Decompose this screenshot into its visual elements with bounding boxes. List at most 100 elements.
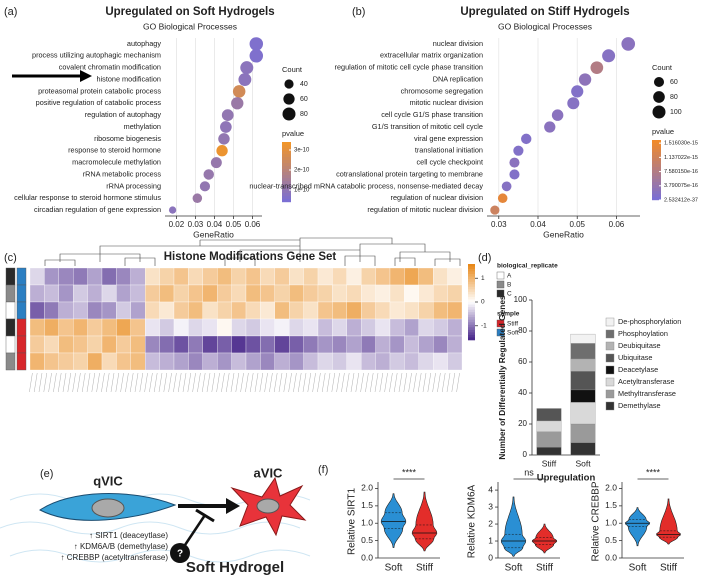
colorbar-step: [468, 327, 475, 331]
gene-label-stub: [288, 372, 292, 393]
heatmap-cell: [418, 352, 434, 371]
gene-label-stub: [230, 372, 235, 393]
y-tick-label: 1.0: [361, 517, 373, 527]
heatmap-cell: [303, 301, 319, 320]
dot: [210, 157, 222, 169]
size-legend-dot: [652, 105, 666, 119]
x-tick-label: 0.03: [188, 220, 204, 229]
heatmap-cell: [188, 301, 203, 320]
heatmap-cell: [130, 284, 146, 303]
category-label: G1/S transition of mitotic cell cycle: [372, 122, 483, 131]
colorbar-step: [468, 296, 475, 300]
heatmap-cell: [361, 318, 376, 337]
gene-label-stub: [235, 372, 239, 393]
category-label: viral gene expression: [414, 134, 483, 143]
heatmap-cell: [332, 352, 347, 371]
heatmap-cell: [245, 267, 261, 286]
heatmap-cell: [289, 267, 304, 286]
heatmap-cell: [260, 352, 275, 371]
heatmap-cell: [260, 318, 275, 337]
heatmap-cell: [217, 267, 232, 286]
violin: [656, 498, 681, 545]
heatmap-cell: [145, 335, 160, 354]
x-axis-title: Upregulation: [537, 473, 596, 484]
heatmap-cell: [361, 352, 376, 371]
gene-label-stub: [154, 372, 158, 393]
heatmap-cell: [58, 335, 74, 354]
sample-annotation: [16, 335, 27, 354]
heatmap-cell: [404, 352, 419, 371]
gene-label-stub: [226, 372, 230, 393]
heatmap-cell: [389, 284, 405, 303]
heatmap-cell: [87, 301, 103, 320]
gene-label-stub: [346, 372, 350, 393]
heatmap-cell: [274, 335, 290, 354]
colorbar-step: [282, 199, 291, 203]
gene-label-stub: [29, 372, 33, 393]
heatmap-cell: [447, 335, 463, 354]
heatmap-cell: [58, 352, 74, 371]
heatmap-cell: [101, 335, 117, 354]
y-axis-title: Relative KDM6A: [467, 484, 478, 558]
heatmap-cell: [433, 301, 448, 320]
heatmap-cell: [29, 267, 45, 286]
colorbar-step: [282, 160, 291, 164]
category-label: methylation: [124, 122, 161, 131]
inhibition-bar: [195, 508, 215, 523]
colorbar-step: [468, 307, 475, 310]
y-axis-title: Relative SIRT1: [347, 488, 358, 556]
heatmap-cell: [274, 318, 290, 337]
size-legend-dot: [653, 76, 665, 88]
bar-segment: [570, 343, 596, 360]
heatmap-cell: [361, 267, 376, 286]
heatmap-cell: [289, 352, 304, 371]
heatmap-cell: [231, 284, 247, 303]
gene-label-stub: [394, 372, 398, 393]
category-label: regulation of mitotic nuclear division: [367, 205, 483, 214]
gene-label-stub: [139, 372, 143, 393]
legend-swatch: [605, 401, 615, 411]
x-tick-label: Stiff: [416, 563, 433, 574]
colorbar-step: [282, 142, 291, 146]
heatmap-cell: [130, 301, 146, 320]
heatmap-cell: [29, 284, 45, 303]
pointer-arrow-head: [80, 70, 92, 82]
colorbar-step: [282, 175, 291, 179]
violin: [500, 496, 527, 557]
dot: [490, 205, 500, 215]
gene-label-stub: [446, 372, 451, 393]
size-legend-label: 80: [300, 111, 308, 118]
colorbar-step: [652, 161, 661, 165]
nucleus: [91, 498, 125, 518]
heatmap-cell: [116, 301, 131, 320]
violin: [624, 507, 651, 547]
legend-title: pvalue: [282, 129, 304, 138]
replicate-annotation: [5, 301, 16, 320]
gene-label-stub: [58, 372, 62, 393]
colorbar-step: [652, 146, 661, 150]
x-axis-title: GeneRatio: [193, 229, 234, 239]
colorbar-step: [652, 188, 661, 192]
colorbar-step: [652, 182, 661, 186]
colorbar-step: [468, 289, 475, 293]
colorbar-step: [282, 181, 291, 185]
gene-label-stub: [274, 372, 278, 393]
heatmap-cell: [274, 352, 290, 371]
gene-label-stub: [221, 372, 225, 393]
colorbar-step: [652, 143, 661, 147]
significance-label: ****: [402, 467, 417, 477]
heatmap-cell: [188, 352, 203, 371]
heatmap-cell: [375, 284, 391, 303]
category-label: response to steroid hormone: [68, 146, 161, 155]
heatmap-cell: [418, 284, 434, 303]
gene-label-stub: [187, 372, 191, 393]
dot: [203, 169, 214, 180]
heatmap-cell: [87, 267, 103, 286]
heatmap-cell: [404, 301, 419, 320]
heatmap-cell: [29, 318, 45, 337]
heatmap-cell: [274, 267, 290, 286]
colorbar-label: 2.532412e-37: [664, 197, 698, 203]
colorbar-label: -1: [481, 322, 487, 329]
y-tick-label: 1.0: [605, 517, 617, 527]
heatmap-cell: [260, 335, 275, 354]
